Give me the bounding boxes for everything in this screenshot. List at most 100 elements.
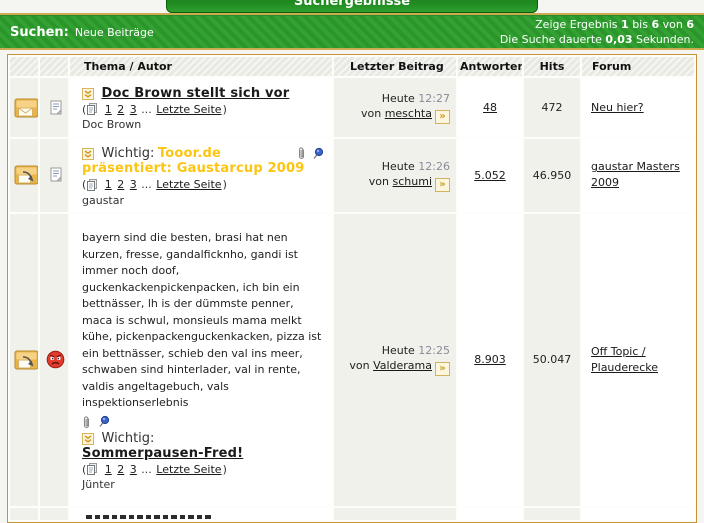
thread-cell xyxy=(70,507,332,520)
replies-count-link[interactable]: 48 xyxy=(483,101,497,114)
last-post-cell: Heute 12:27 von meschta» xyxy=(334,78,456,137)
last-page-link[interactable]: Letzte Seite xyxy=(156,178,222,191)
goto-last-post-icon[interactable]: » xyxy=(435,177,450,192)
page-link[interactable]: 1 xyxy=(104,102,112,116)
thread-status-cell xyxy=(10,507,38,520)
replies-cell xyxy=(458,507,522,520)
header-forum: Forum xyxy=(582,57,694,76)
header-icon-col1 xyxy=(10,57,38,76)
header-thema-autor: Thema / Autor xyxy=(70,57,332,76)
result-stats: Zeige Ergebnis 1 bis 6 von 6 Die Suche d… xyxy=(500,17,694,47)
multipage-icon xyxy=(87,178,98,191)
forum-cell: Neu hier? xyxy=(582,78,694,137)
page-link[interactable]: 3 xyxy=(129,462,137,476)
replies-cell: 5.052 xyxy=(458,139,522,212)
last-post-user-link[interactable]: Valderama xyxy=(373,359,432,372)
folder-new-posts-arrow-icon xyxy=(14,350,38,369)
last-page-link[interactable]: Letzte Seite xyxy=(156,102,222,116)
goto-last-post-icon[interactable]: » xyxy=(435,362,450,376)
replies-count-link[interactable]: 5.052 xyxy=(474,168,506,182)
last-post-time: Heute 12:25 xyxy=(381,344,450,357)
replies-cell: 8.903 xyxy=(458,213,522,506)
pushpin-icon xyxy=(313,147,324,159)
last-post-cell xyxy=(334,507,456,520)
thread-title-line: Sommerpausen-Fred! xyxy=(82,446,324,461)
thread-pagination: ( 1 2 3 ... Letzte Seite) xyxy=(82,178,227,191)
thread-icon-cell xyxy=(40,213,68,506)
page-link[interactable]: 2 xyxy=(117,178,125,191)
thread-title-link[interactable]: Doc Brown stellt sich vor xyxy=(101,85,290,101)
last-post-user-line: von schumi» xyxy=(335,174,450,192)
thread-status-cell xyxy=(10,78,38,137)
last-post-user-line: von meschta» xyxy=(335,106,450,124)
hits-cell: 50.047 xyxy=(524,213,580,506)
result-count-line: Zeige Ergebnis 1 bis 6 von 6 xyxy=(535,18,694,31)
paperclip-icon xyxy=(298,147,304,160)
forum-cell: Off Topic / Plauderecke xyxy=(582,213,694,506)
last-post-cell: Heute 12:26 von schumi» xyxy=(334,139,456,212)
thread-author: Jünter xyxy=(82,478,115,491)
table-row: Wichtig: Tooor.de präsentiert: Gaustarcu… xyxy=(10,139,694,212)
thread-author: gaustar xyxy=(82,193,125,207)
header-antworten: Antworten xyxy=(458,57,522,76)
goto-last-post-icon[interactable]: » xyxy=(435,110,450,124)
goto-first-unread-icon[interactable] xyxy=(82,87,94,100)
forum-cell xyxy=(582,507,694,520)
forum-link[interactable]: gaustar Masters 2009 xyxy=(591,160,680,190)
thread-title-line: Doc Brown stellt sich vor xyxy=(82,86,324,101)
thread-cell: Wichtig: Tooor.de präsentiert: Gaustarcu… xyxy=(70,139,332,212)
hits-cell xyxy=(524,507,580,520)
page-link[interactable]: 2 xyxy=(117,462,125,476)
thread-status-cell xyxy=(10,139,38,212)
goto-first-unread-icon[interactable] xyxy=(82,432,94,445)
last-post-user-link[interactable]: schumi xyxy=(392,174,433,188)
search-results-button[interactable]: Suchergebnisse xyxy=(166,0,538,13)
hits-cell: 46.950 xyxy=(524,139,580,212)
thread-preview-text: bayern sind die besten, brasi hat nen ku… xyxy=(82,231,322,409)
gap-strip xyxy=(0,50,704,54)
folder-new-posts-arrow-icon xyxy=(14,165,38,185)
search-summary: Suchen: Neue Beiträge xyxy=(10,25,154,40)
last-page-link[interactable]: Letzte Seite xyxy=(156,462,222,476)
page-link[interactable]: 2 xyxy=(117,102,125,116)
forum-link[interactable]: Off Topic / Plauderecke xyxy=(591,344,658,374)
thread-title-line: Wichtig: Tooor.de präsentiert: Gaustarcu… xyxy=(82,146,324,176)
thread-status-cell xyxy=(10,213,38,506)
search-results-table: Thema / Autor Letzter Beitrag Antworten … xyxy=(7,54,697,523)
thread-pagination: ( 1 2 3 ... Letzte Seite) xyxy=(82,102,227,116)
forum-link[interactable]: Neu hier? xyxy=(591,100,644,114)
search-duration-line: Die Suche dauerte 0,03 Sekunden. xyxy=(499,33,694,46)
last-post-time: Heute 12:27 xyxy=(381,92,450,105)
thread-icon-cell xyxy=(40,78,68,137)
replies-count-link[interactable]: 8.903 xyxy=(474,353,506,366)
search-query-value: Neue Beiträge xyxy=(74,25,154,39)
thread-cell: Doc Brown stellt sich vor ( 1 2 3 ... Le… xyxy=(70,78,332,137)
page-link[interactable]: 1 xyxy=(104,178,112,191)
table-row: bayern sind die besten, brasi hat nen ku… xyxy=(10,213,694,506)
thread-title-link[interactable]: Sommerpausen-Fred! xyxy=(82,445,244,461)
top-strip: Suchergebnisse xyxy=(0,0,704,13)
thread-title-link[interactable]: Tooor.de präsentiert: Gaustarcup 2009 xyxy=(82,146,305,176)
pushpin-icon xyxy=(99,415,109,427)
search-label: Suchen: xyxy=(10,24,69,40)
thread-prefix: Wichtig: xyxy=(101,430,155,446)
replies-cell: 48 xyxy=(458,78,522,137)
page-link[interactable]: 3 xyxy=(129,102,137,116)
folder-new-posts-icon xyxy=(14,98,38,117)
thread-icon-cell xyxy=(40,139,68,212)
thread-pagination: ( 1 2 3 ... Letzte Seite) xyxy=(82,462,227,476)
hits-cell: 472 xyxy=(524,78,580,137)
header-letzter-beitrag: Letzter Beitrag xyxy=(334,57,456,76)
last-post-user-link[interactable]: meschta xyxy=(384,107,432,120)
thread-prefix-line: Wichtig: xyxy=(82,431,324,446)
angry-face-icon xyxy=(46,350,65,369)
page-link[interactable]: 3 xyxy=(129,178,137,191)
last-post-time: Heute 12:26 xyxy=(381,159,450,173)
thread-icon-cell xyxy=(40,507,68,520)
multipage-icon xyxy=(87,103,98,116)
header-hits: Hits xyxy=(524,57,580,76)
search-header-bar: Suchen: Neue Beiträge Zeige Ergebnis 1 b… xyxy=(0,15,704,50)
page-link[interactable]: 1 xyxy=(104,462,112,476)
goto-first-unread-icon[interactable] xyxy=(82,148,94,160)
forum-cell: gaustar Masters 2009 xyxy=(582,139,694,212)
